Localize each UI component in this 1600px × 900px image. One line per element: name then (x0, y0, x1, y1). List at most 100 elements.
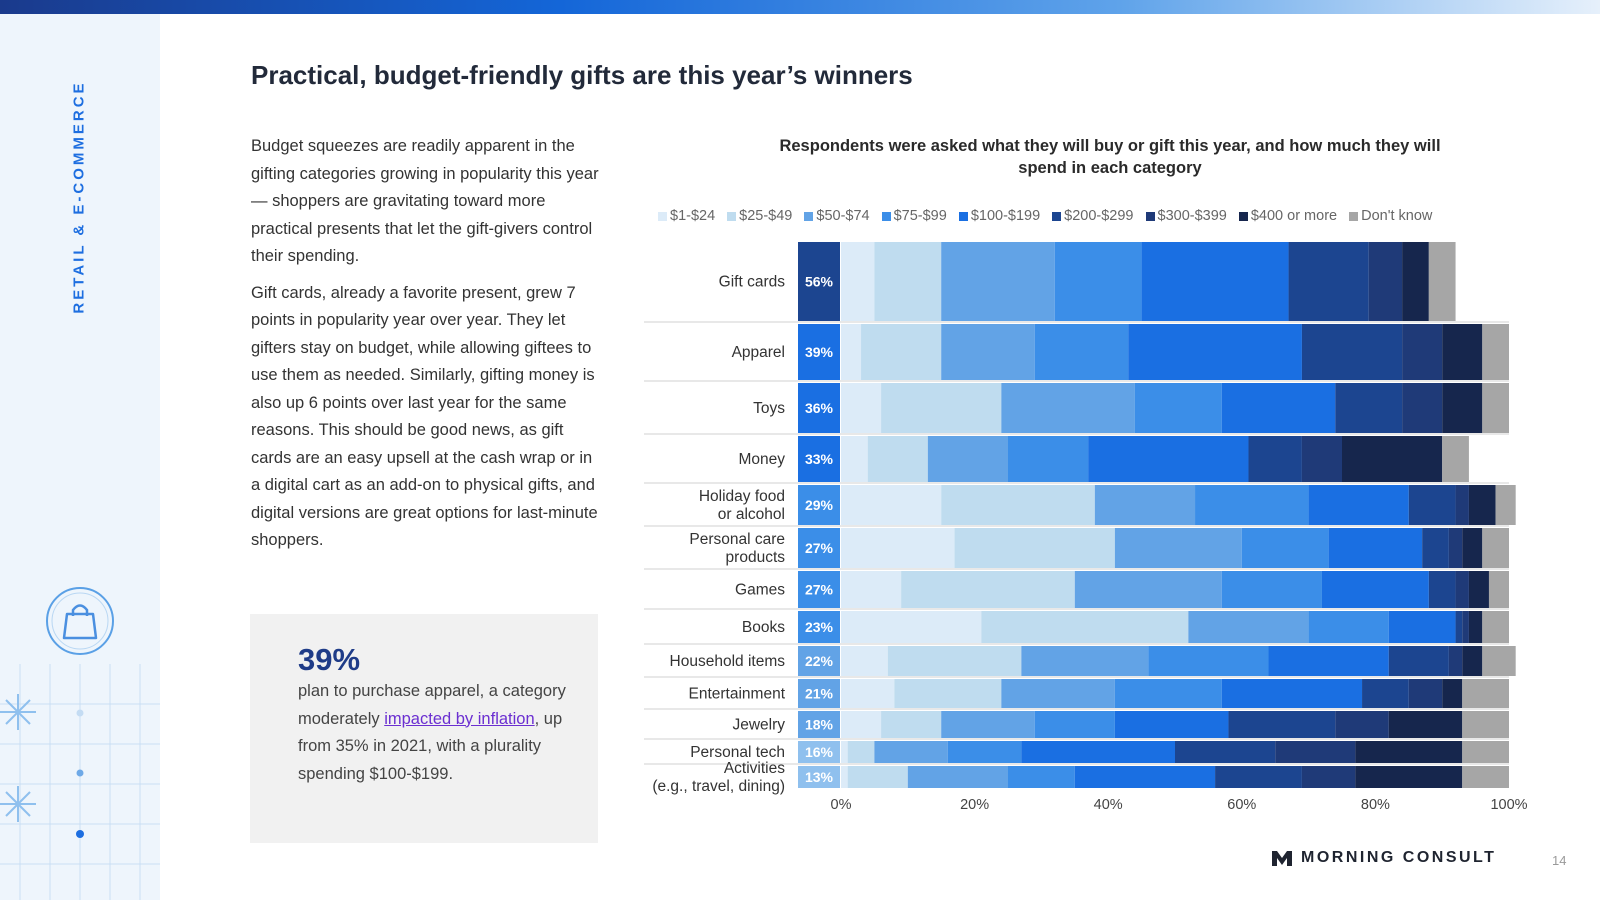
category-label-line: Activities (724, 760, 785, 777)
legend-label: $75-$99 (893, 208, 947, 224)
bar-segment-8 (1482, 383, 1509, 433)
bar-segment-3 (1054, 242, 1142, 321)
bar-segment-2 (1074, 571, 1222, 608)
bar-segment-1 (881, 383, 1002, 433)
purchase-share-bar (798, 679, 840, 708)
bar-segment-0 (841, 741, 848, 763)
legend-label: $100-$199 (970, 208, 1041, 224)
bar-segment-5 (1301, 324, 1403, 380)
bar-segment-3 (947, 741, 1022, 763)
bar-segment-8 (1482, 611, 1509, 643)
category-label-line: or alcohol (718, 506, 785, 523)
legend-swatch (1238, 211, 1248, 221)
bar-segment-3 (1008, 766, 1075, 788)
category-label: Games (735, 582, 785, 599)
category-label-line: Money (738, 451, 785, 468)
bar-segment-6 (1301, 766, 1356, 788)
legend-item: $75-$99 (881, 208, 947, 224)
purchase-share-bar (798, 741, 840, 763)
bar-segment-1 (941, 485, 1095, 525)
bar-segment-0 (841, 242, 875, 321)
legend-item: $200-$299 (1052, 208, 1134, 224)
category-label: Gift cards (719, 274, 786, 291)
bar-segment-1 (954, 528, 1115, 568)
bar-segment-7 (1468, 571, 1489, 608)
bar-segment-5 (1288, 242, 1369, 321)
category-label-line: products (726, 549, 786, 566)
category-label-line: Books (742, 619, 785, 636)
bar-segment-4 (1268, 646, 1389, 676)
bar-segment-1 (861, 324, 942, 380)
bar-segment-5 (1228, 711, 1336, 738)
bar-segment-1 (847, 741, 875, 763)
bar-segment-7 (1462, 528, 1483, 568)
category-label-line: Holiday food (699, 488, 785, 505)
bar-segment-1 (881, 711, 942, 738)
purchase-share-bar (798, 711, 840, 738)
bar-segment-8 (1462, 766, 1509, 788)
bar-segment-8 (1462, 711, 1509, 738)
category-label-line: Gift cards (719, 274, 786, 291)
bar-segment-1 (867, 436, 928, 482)
bar-segment-4 (1074, 766, 1216, 788)
bar-segment-6 (1408, 679, 1443, 708)
bar-segment-5 (1388, 646, 1449, 676)
bar-segment-7 (1462, 646, 1483, 676)
purchase-share-label: 36% (805, 400, 834, 416)
bar-segment-6 (1402, 383, 1443, 433)
bar-segment-8 (1462, 679, 1509, 708)
bar-segment-6 (1448, 646, 1463, 676)
category-label-line: Toys (753, 400, 785, 417)
bar-segment-2 (1001, 383, 1135, 433)
legend-item: $300-$399 (1145, 208, 1227, 224)
legend-swatch (1145, 211, 1155, 221)
callout-stat: 39% (298, 642, 361, 677)
category-label-line: Jewelry (732, 717, 785, 734)
category-label: Holiday food or alcohol (699, 488, 785, 523)
x-tick-label: 100% (1490, 797, 1527, 813)
bar-segment-7 (1442, 679, 1463, 708)
bar-segment-4 (1388, 611, 1456, 643)
bar-segment-5 (1455, 611, 1463, 643)
category-label: Activities (e.g., travel, dining) (652, 760, 785, 795)
page-title: Practical, budget-friendly gifts are thi… (251, 60, 913, 90)
bar-segment-1 (847, 766, 908, 788)
purchase-share-bar (798, 766, 840, 788)
section-label: RETAIL & E-COMMERCE (70, 80, 88, 314)
bar-segment-0 (841, 611, 982, 643)
bar-segment-0 (841, 766, 848, 788)
category-label: Entertainment (689, 686, 786, 703)
bar-segment-5 (1428, 571, 1456, 608)
legend-label: Don't know (1361, 208, 1433, 224)
category-label-line: Personal care (689, 531, 785, 548)
chart-title: Respondents were asked what they will bu… (779, 137, 1441, 177)
bar-segment-0 (841, 679, 895, 708)
page-number: 14 (1552, 853, 1567, 868)
bar-segment-7 (1355, 741, 1463, 763)
bar-segment-7 (1355, 766, 1463, 788)
bar-segment-4 (1088, 436, 1249, 482)
bar-segment-3 (1008, 436, 1089, 482)
category-label-line: Games (735, 582, 785, 599)
category-label-line: Entertainment (689, 686, 786, 703)
bar-segment-3 (1241, 528, 1329, 568)
bar-segment-7 (1342, 436, 1443, 482)
bar-segment-3 (1134, 383, 1222, 433)
inflation-link[interactable]: impacted by inflation (384, 709, 535, 728)
bar-segment-6 (1335, 711, 1389, 738)
bar-segment-2 (941, 324, 1035, 380)
bar-segment-7 (1468, 611, 1483, 643)
legend-label: $50-$74 (816, 208, 870, 224)
bar-segment-3 (1034, 711, 1115, 738)
legend-swatch (804, 211, 814, 221)
bar-segment-4 (1128, 324, 1302, 380)
category-label-line: Household items (670, 653, 786, 670)
bar-segment-2 (941, 242, 1055, 321)
bar-segment-7 (1468, 485, 1496, 525)
purchase-share-label: 22% (805, 653, 834, 669)
purchase-share-bar (798, 646, 840, 676)
bar-segment-5 (1408, 485, 1456, 525)
purchase-share-label: 39% (805, 344, 834, 360)
purchase-share-label: 33% (805, 451, 834, 467)
bar-segment-2 (927, 436, 1008, 482)
